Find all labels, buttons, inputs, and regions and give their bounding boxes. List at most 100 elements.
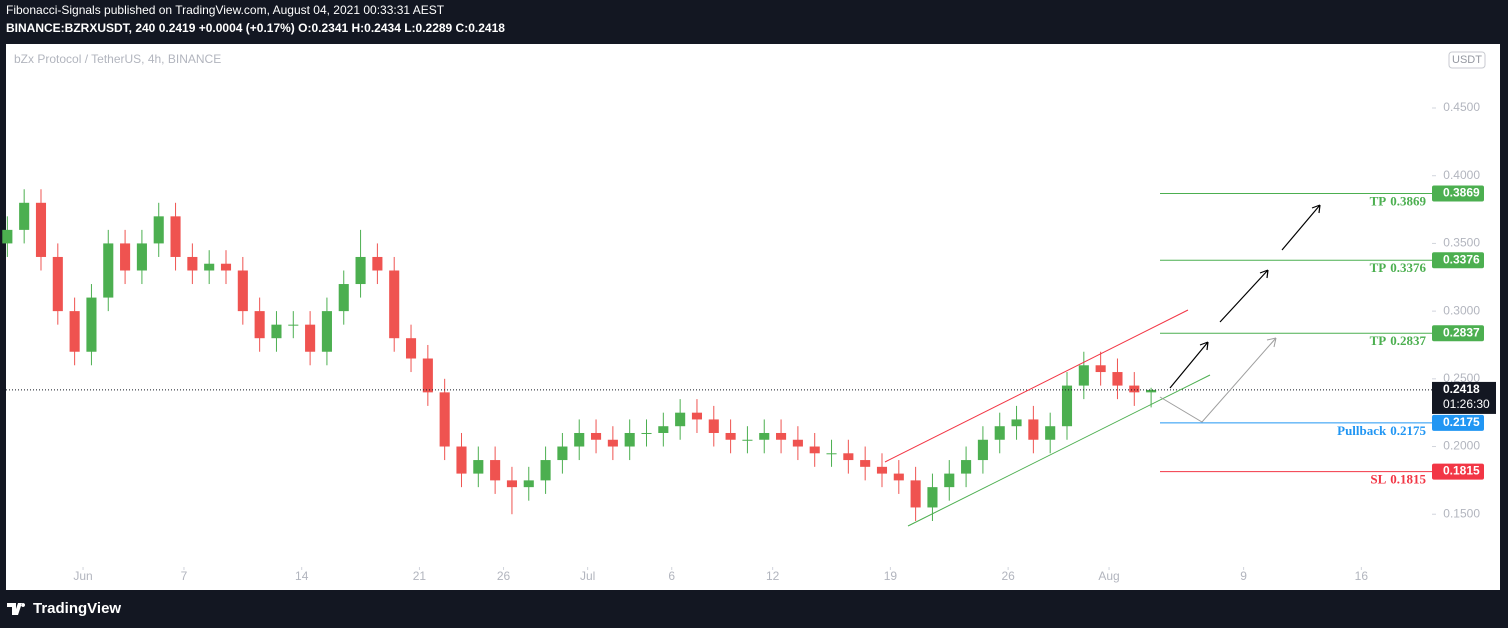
level-badge-label: 0.2175 xyxy=(1443,415,1480,429)
candle-body xyxy=(355,256,366,285)
x-tick-label: 6 xyxy=(668,569,675,583)
x-tick-label: 19 xyxy=(884,569,898,583)
y-tick-label: 0.3000 xyxy=(1443,303,1480,317)
level-badge-label: 0.2837 xyxy=(1443,325,1480,339)
candle-body xyxy=(2,229,13,244)
candle-body xyxy=(590,432,602,440)
level-value: 0.2837 xyxy=(1390,333,1426,348)
candle-body xyxy=(876,466,888,474)
candle-body xyxy=(490,460,501,481)
countdown: 01:26:30 xyxy=(1443,397,1490,411)
level-badge xyxy=(1432,325,1484,342)
candle-body xyxy=(826,453,837,455)
candle-body xyxy=(725,432,736,440)
candle-body xyxy=(204,263,215,271)
candle-body xyxy=(759,432,770,440)
x-tick-label: 7 xyxy=(181,569,188,583)
level-name: Pullback xyxy=(1337,423,1387,438)
channel-top xyxy=(884,309,1189,463)
x-tick-label: Aug xyxy=(1098,569,1119,583)
level-badge xyxy=(1432,414,1484,431)
candle-body xyxy=(742,439,753,441)
candle-body xyxy=(1129,385,1140,393)
plot: 0.1500 0.2000 0.2500 0.3000 0.3500 0.4000 0.45… xyxy=(2,100,1496,583)
x-tick-label: 26 xyxy=(497,569,511,583)
level-badge-label: 0.1815 xyxy=(1443,464,1480,478)
tv-logo-icon xyxy=(7,603,26,615)
candle-body xyxy=(658,426,669,433)
x-tick-label: 16 xyxy=(1355,569,1369,583)
x-tick-label: 9 xyxy=(1240,569,1247,583)
candle-body xyxy=(69,311,80,352)
candle-body xyxy=(624,432,635,447)
last-price-badge xyxy=(1432,381,1496,414)
candle-body xyxy=(557,446,568,461)
level-text: SL 0.1815 xyxy=(1370,472,1426,487)
candle-body xyxy=(860,460,871,467)
last-price-label: 0.2418 xyxy=(1443,382,1480,396)
channel-bottom xyxy=(907,374,1211,527)
arrow xyxy=(1219,269,1269,323)
x-tick-label: Jul xyxy=(580,569,595,583)
candle-body xyxy=(52,256,63,312)
projection-arrows xyxy=(1169,204,1321,389)
candle-body xyxy=(540,460,551,481)
candle-body xyxy=(927,487,938,508)
level-badge-label: 0.3376 xyxy=(1443,252,1480,266)
logo-text: TradingView xyxy=(33,600,121,617)
y-tick-label: 0.2000 xyxy=(1443,439,1480,453)
candle-body xyxy=(961,460,972,474)
arrow-head xyxy=(1266,337,1277,348)
level-value: 0.1815 xyxy=(1390,472,1426,487)
chart-title: bZx Protocol / TetherUS, 4h, BINANCE xyxy=(14,52,221,66)
candle-body xyxy=(910,480,921,508)
candle-body xyxy=(1028,419,1039,440)
candle-body xyxy=(843,453,854,461)
candle-body xyxy=(271,324,282,339)
publish-line: Fibonacci-Signals published on TradingVi… xyxy=(6,3,445,17)
y-tick-label: 0.3500 xyxy=(1443,236,1480,250)
candle-body xyxy=(523,480,534,488)
candle-body xyxy=(19,202,30,230)
candle-body xyxy=(574,432,585,447)
x-tick-label: 26 xyxy=(1001,569,1015,583)
currency-box xyxy=(1448,51,1486,69)
candle-body xyxy=(170,216,181,257)
arrow xyxy=(1281,204,1321,251)
y-tick-label: 0.4500 xyxy=(1443,100,1480,114)
candle-body xyxy=(372,256,383,271)
candle-body xyxy=(405,338,417,359)
candle-body xyxy=(1146,389,1157,393)
candle-body xyxy=(977,439,988,461)
y-tick-label: 0.4000 xyxy=(1443,168,1480,182)
candle-body xyxy=(1078,365,1089,386)
level-badge xyxy=(1432,252,1484,269)
candle-body xyxy=(1095,365,1106,373)
candle-body xyxy=(338,284,349,312)
candle-body xyxy=(422,358,433,393)
x-tick-label: 21 xyxy=(413,569,427,583)
candle-body xyxy=(389,270,400,339)
candle-body xyxy=(439,392,450,447)
level-badge-label: 0.3869 xyxy=(1443,186,1480,200)
candle-body xyxy=(944,473,955,488)
candle-body xyxy=(473,460,484,474)
level-text: TP 0.3376 xyxy=(1370,260,1427,275)
candle-body xyxy=(1011,419,1022,427)
level-text: TP 0.3869 xyxy=(1370,193,1427,208)
candle-body xyxy=(994,426,1005,440)
level-name: TP xyxy=(1370,260,1387,275)
candle-body xyxy=(809,446,820,454)
currency: USDT xyxy=(1452,54,1482,66)
candle-body xyxy=(506,480,517,488)
candle-body xyxy=(641,432,652,434)
candle-body xyxy=(103,243,114,298)
y-tick-label: 0.2500 xyxy=(1443,371,1480,385)
logo-mark xyxy=(7,603,26,615)
candle-body xyxy=(456,446,467,474)
level-text: TP 0.2837 xyxy=(1370,333,1427,348)
chart-pane xyxy=(6,44,1500,590)
candle-body xyxy=(220,263,232,271)
